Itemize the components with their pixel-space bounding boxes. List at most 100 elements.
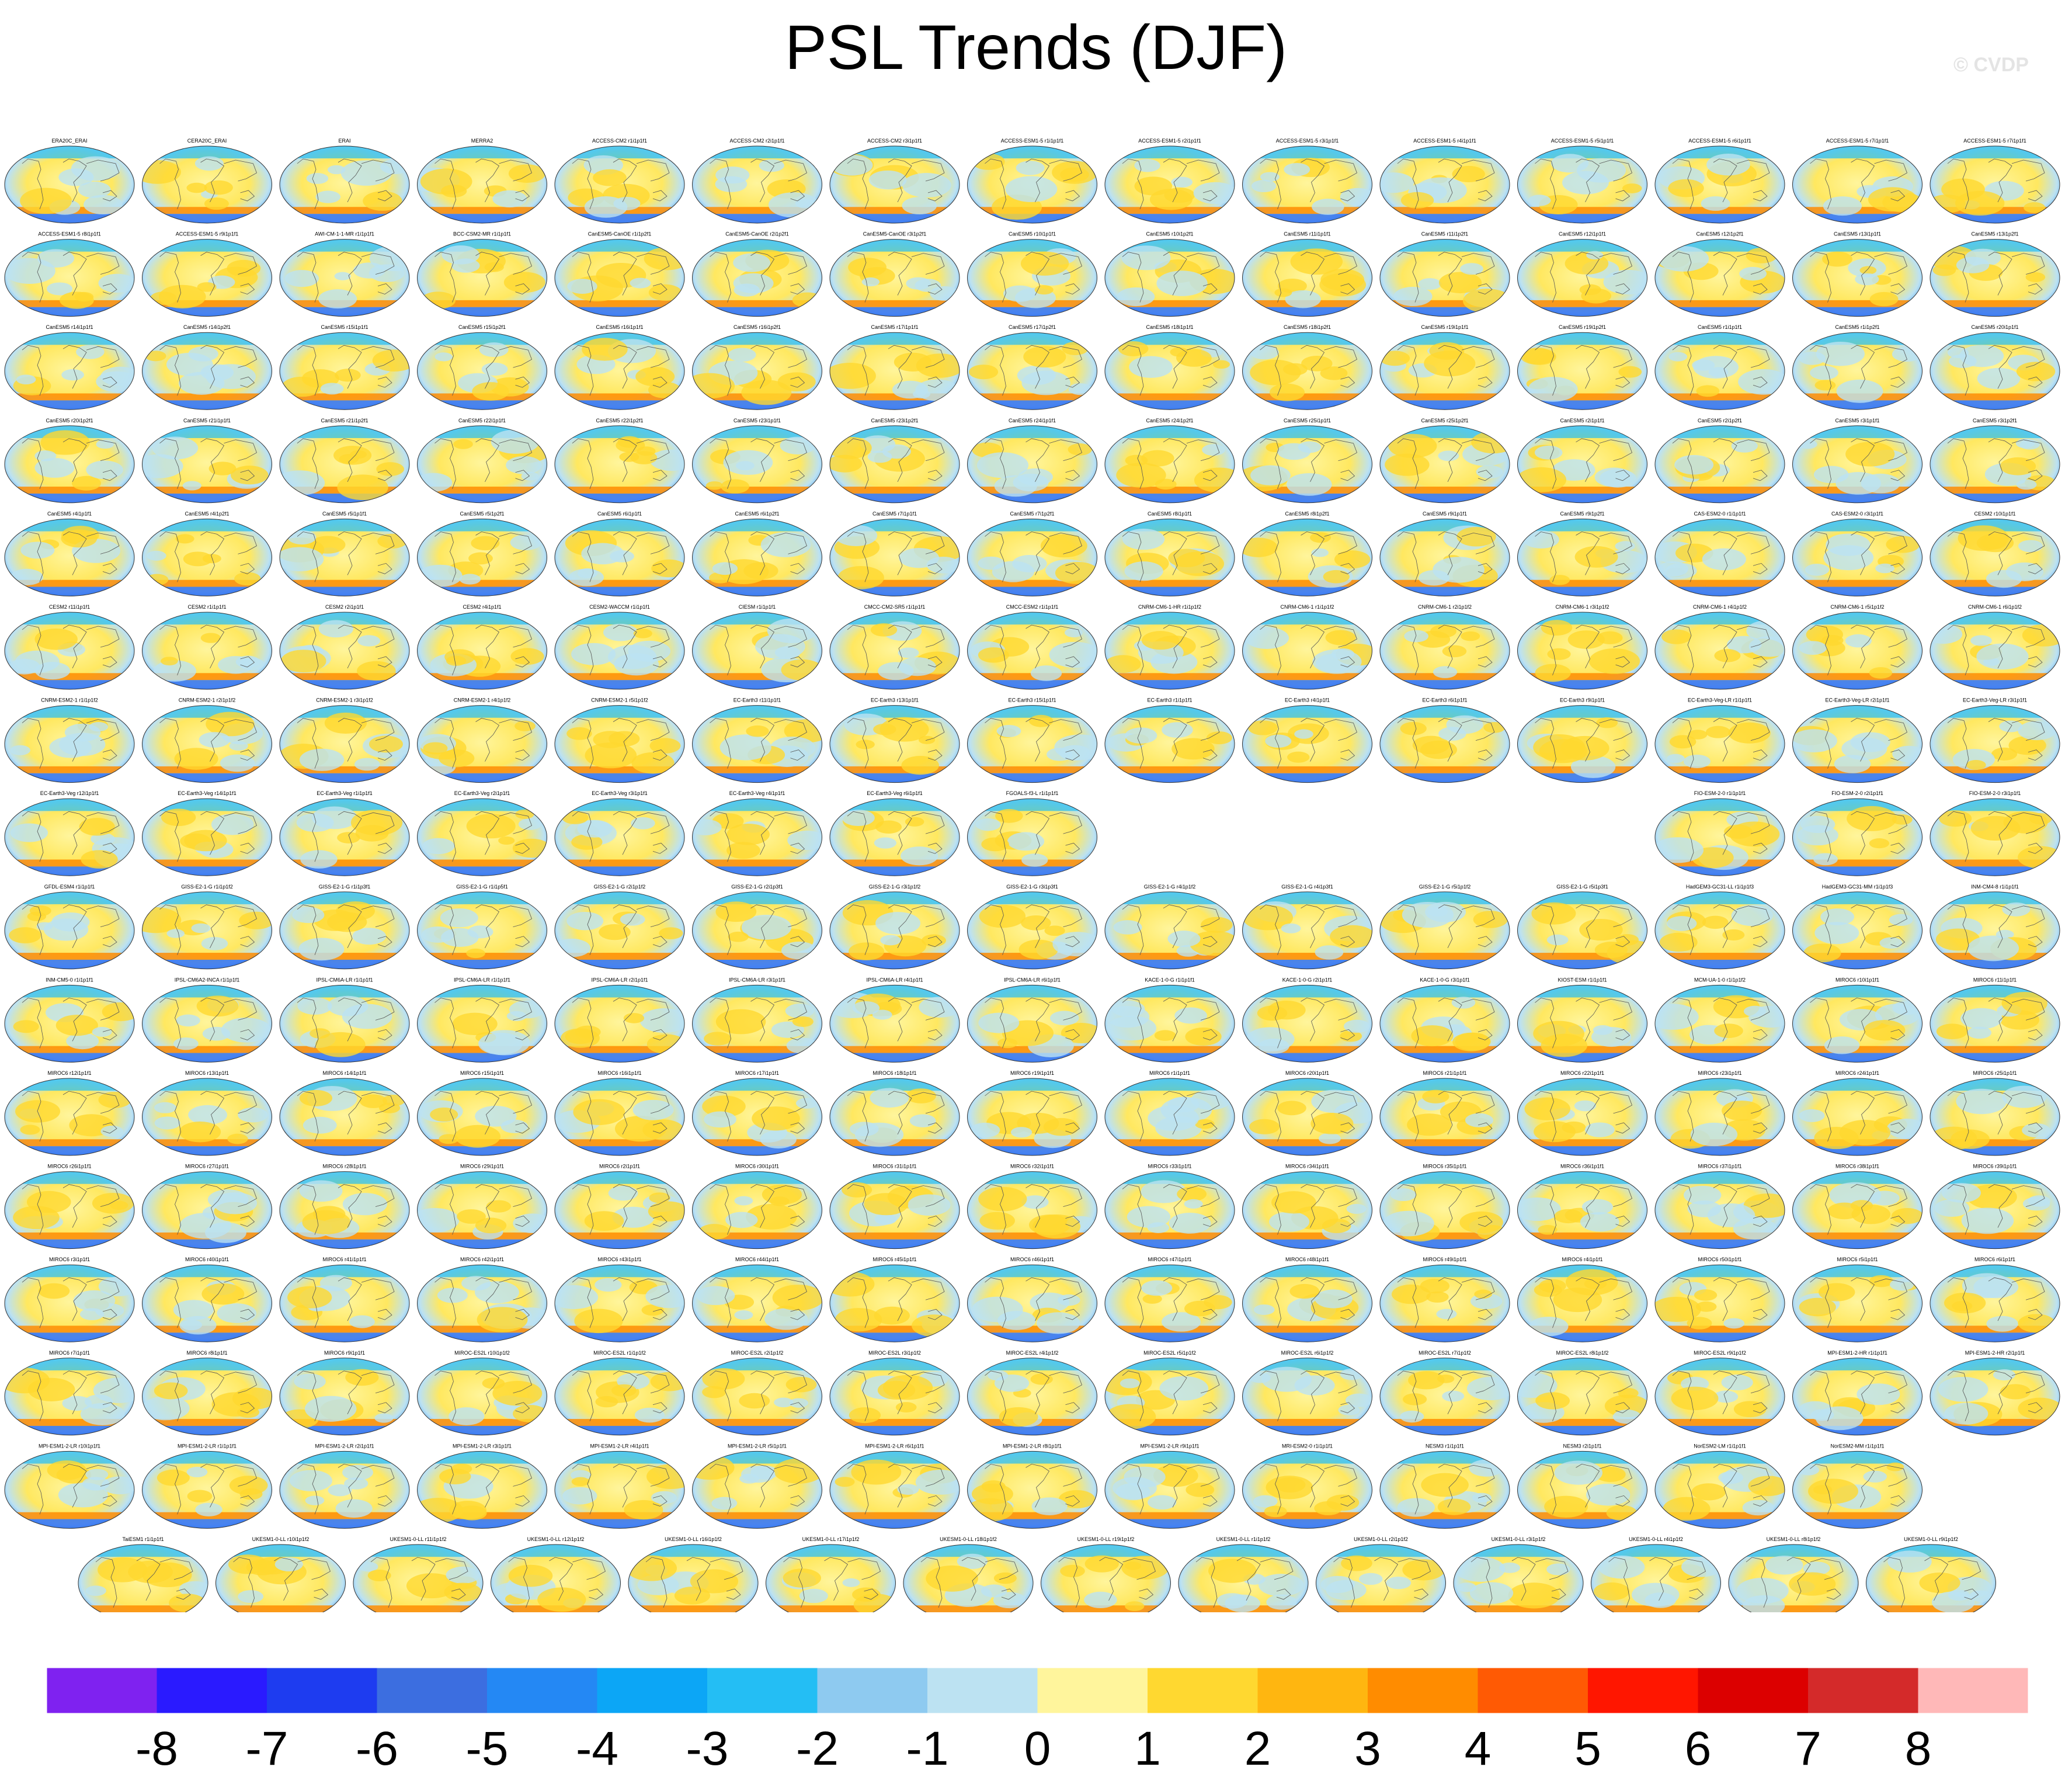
map-border bbox=[4, 1078, 135, 1156]
map-panel: UKESM1-0-LL r11i1p1f2 bbox=[353, 1536, 484, 1612]
map-panel: CanESM5 r13i1p1f1 bbox=[1792, 231, 1922, 317]
panel-title: IPSL-CM6A2-INCA r1i1p1f1 bbox=[175, 977, 240, 983]
colorbar-swatch bbox=[1148, 1668, 1258, 1713]
map-panel: CanESM5 r23i1p1f1 bbox=[692, 418, 822, 504]
colorbar-tick-label: 1 bbox=[1134, 1722, 1161, 1775]
map-panel: KACE-1-0-G r2i1p1f1 bbox=[1242, 977, 1372, 1063]
panel-title: MIROC-ES2L r6i1p1f2 bbox=[1281, 1350, 1334, 1356]
map-panel: MIROC6 r39i1p1f1 bbox=[1930, 1164, 2060, 1250]
map-panel: CanESM5 r7i1p2f1 bbox=[967, 511, 1097, 596]
map-border bbox=[554, 239, 685, 317]
map-panel: MIROC6 r41i1p1f1 bbox=[279, 1257, 410, 1342]
panel-title: ACCESS-ESM1-5 r1i1p1f1 bbox=[1001, 138, 1064, 144]
map-border bbox=[1379, 612, 1510, 690]
map-panel: CanESM5 r19i1p1f1 bbox=[1379, 324, 1510, 410]
map-panel: CanESM5 r15i1p1f1 bbox=[279, 324, 410, 410]
map-border bbox=[1242, 705, 1372, 783]
panel-title: UKESM1-0-LL r11i1p1f2 bbox=[390, 1536, 446, 1542]
panel-title: NorESM2-MM r1i1p1f1 bbox=[1830, 1443, 1884, 1449]
map-panel: CanESM5 r9i1p1f1 bbox=[1379, 511, 1510, 596]
map-panel: UKESM1-0-LL r17i1p1f2 bbox=[766, 1536, 896, 1612]
map-border bbox=[417, 1450, 547, 1529]
panel-title: EC-Earth3-Veg-LR r3i1p1f1 bbox=[1963, 697, 2027, 703]
map-border bbox=[554, 1450, 685, 1529]
map-panel: CNRM-ESM2-1 r3i1p1f2 bbox=[279, 697, 410, 783]
panel-title: CanESM5 r16i1p1f1 bbox=[596, 324, 643, 330]
colorbar-swatch bbox=[1477, 1668, 1588, 1713]
map-border bbox=[1792, 1450, 1922, 1529]
map-border bbox=[417, 518, 547, 596]
map-border bbox=[1930, 705, 2060, 783]
panel-title: EC-Earth3-Veg r2i1p1f1 bbox=[454, 790, 510, 796]
map-panel: NorESM2-LM r1i1p1f1 bbox=[1654, 1443, 1785, 1529]
map-panel: MIROC6 r5i1p1f1 bbox=[1792, 1257, 1922, 1342]
map-border bbox=[1104, 612, 1235, 690]
panel-title: IPSL-CM6A-LR r1i1p1f1 bbox=[316, 977, 373, 983]
map-border bbox=[967, 891, 1097, 970]
panel-title: INM-CM5-0 r1i1p1f1 bbox=[46, 977, 93, 983]
panel-title: MIROC6 r49i1p1f1 bbox=[1423, 1257, 1466, 1262]
map-border bbox=[1792, 1264, 1922, 1342]
map-border bbox=[554, 1358, 685, 1436]
map-panel: CanESM5 r11i1p2f1 bbox=[1379, 231, 1510, 317]
map-border bbox=[967, 1264, 1097, 1342]
map-panel: GISS-E2-1-G r4i1p1f2 bbox=[1104, 884, 1235, 970]
panel-title: CanESM5 r18i1p2f1 bbox=[1284, 324, 1331, 330]
map-panel: CanESM5-CanOE r3i1p2f1 bbox=[829, 231, 960, 317]
colorbar-tick-label: -4 bbox=[576, 1722, 618, 1775]
panel-title: CNRM-CM6-1 r5i1p1f2 bbox=[1830, 604, 1884, 610]
panel-title: CanESM5 r16i1p2f1 bbox=[733, 324, 781, 330]
map-panel: CanESM5 r25i1p1f1 bbox=[1242, 418, 1372, 504]
map-border bbox=[1379, 1264, 1510, 1342]
colorbar-swatch bbox=[597, 1668, 708, 1713]
map-border bbox=[1792, 1171, 1922, 1250]
colorbar-swatch bbox=[927, 1668, 1038, 1713]
map-panel: MPI-ESM1-2-LR r8i1p1f1 bbox=[967, 1443, 1097, 1529]
panel-title: CanESM5 r21i1p1f1 bbox=[183, 418, 231, 424]
colorbar-tick-label: 3 bbox=[1354, 1722, 1381, 1775]
panel-title: MIROC6 r29i1p1f1 bbox=[460, 1164, 504, 1169]
map-panel: IPSL-CM6A-LR r1i1p1f1 bbox=[279, 977, 410, 1063]
map-panel: CanESM5 r8i1p1f1 bbox=[1104, 511, 1235, 596]
colorbar-swatch bbox=[157, 1668, 267, 1713]
map-border bbox=[967, 1078, 1097, 1156]
panel-title: MIROC6 r46i1p1f1 bbox=[1010, 1257, 1054, 1262]
map-border bbox=[829, 1078, 960, 1156]
panel-title: CNRM-ESM2-1 r2i1p1f2 bbox=[179, 697, 236, 703]
map-border bbox=[1104, 705, 1235, 783]
map-panel: CanESM5 r1i1p1f1 bbox=[1654, 324, 1785, 410]
panel-title: CanESM5 r4i1p1f1 bbox=[47, 511, 92, 516]
panel-title: MPI-ESM1-2-LR r5i1p1f1 bbox=[728, 1443, 787, 1449]
panel-title: MIROC6 r16i1p1f1 bbox=[597, 1070, 641, 1076]
map-panel: ACCESS-ESM1-5 r9i1p1f1 bbox=[142, 231, 272, 317]
panel-title: CanESM5 r6i1p1f1 bbox=[597, 511, 642, 516]
map-border bbox=[692, 425, 822, 504]
map-border bbox=[417, 425, 547, 504]
panel-title: CanESM5 r15i1p1f1 bbox=[321, 324, 368, 330]
panel-title: MIROC6 r3i1p1f1 bbox=[49, 1257, 90, 1262]
map-border bbox=[142, 332, 272, 410]
map-border bbox=[1242, 891, 1372, 970]
panel-title: CanESM5 r7i1p1f1 bbox=[872, 511, 917, 516]
map-border bbox=[829, 1358, 960, 1436]
panel-title: CanESM5 r7i1p2f1 bbox=[1010, 511, 1054, 516]
panel-title: ACCESS-CM2 r2i1p1f1 bbox=[729, 138, 784, 144]
panel-title: UKESM1-0-LL r1i1p1f2 bbox=[1216, 1536, 1271, 1542]
map-panel: GISS-E2-1-G r3i1p1f2 bbox=[829, 884, 960, 970]
map-border bbox=[1104, 1264, 1235, 1342]
map-panel: MIROC6 r47i1p1f1 bbox=[1104, 1257, 1235, 1342]
map-panel: CanESM5 r22i1p1f1 bbox=[417, 418, 547, 504]
map-border bbox=[1792, 891, 1922, 970]
panel-title: EC-Earth3-Veg r14i1p1f1 bbox=[178, 790, 237, 796]
map-panel: MIROC6 r28i1p1f1 bbox=[279, 1164, 410, 1250]
map-panel: MIROC6 r6i1p1f1 bbox=[1930, 1257, 2060, 1342]
map-border bbox=[279, 145, 410, 224]
map-border bbox=[1104, 1078, 1235, 1156]
colorbar-tick-label: 4 bbox=[1465, 1722, 1492, 1775]
map-field bbox=[555, 425, 684, 503]
map-panel: MIROC6 r8i1p1f1 bbox=[142, 1350, 272, 1436]
panel-title: GISS-E2-1-G r5i1p3f1 bbox=[1556, 884, 1608, 890]
map-panel: CanESM5 r2i1p2f1 bbox=[1654, 418, 1785, 504]
map-border bbox=[1930, 612, 2060, 690]
map-panel: MIROC6 r35i1p1f1 bbox=[1379, 1164, 1510, 1250]
